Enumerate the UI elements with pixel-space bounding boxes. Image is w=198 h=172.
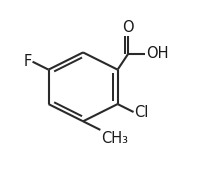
Text: CH₃: CH₃: [101, 131, 128, 146]
Text: Cl: Cl: [134, 105, 149, 120]
Text: OH: OH: [146, 46, 168, 61]
Text: F: F: [24, 54, 32, 69]
Text: O: O: [123, 20, 134, 35]
